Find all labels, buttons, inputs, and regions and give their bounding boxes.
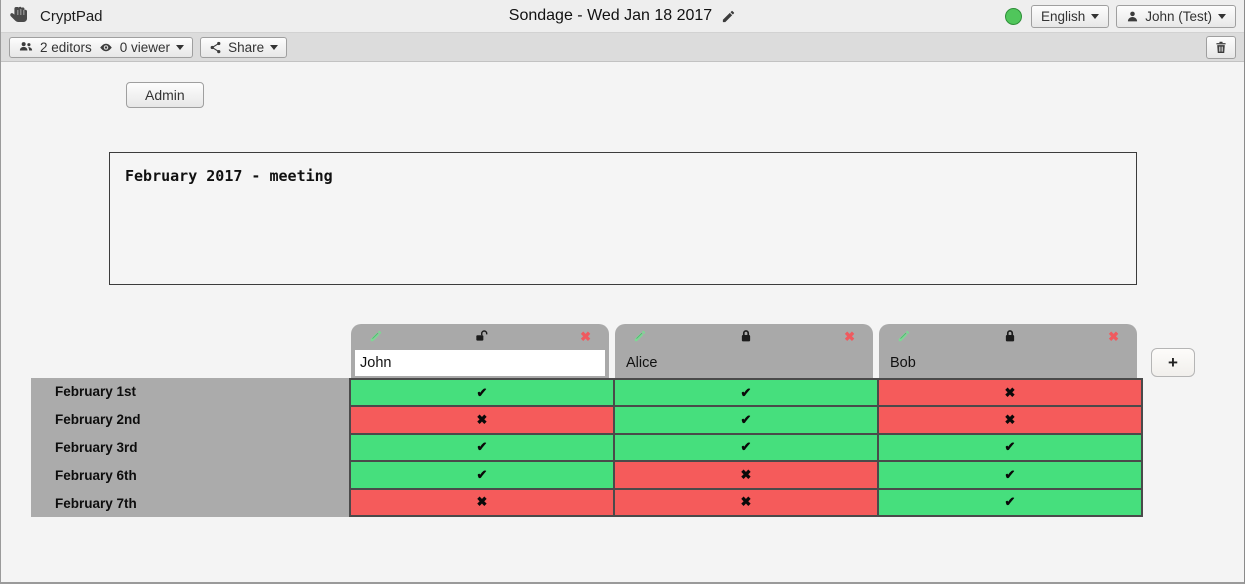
- caret-down-icon: [1091, 13, 1100, 19]
- vote-cell-yes[interactable]: ✔: [615, 407, 877, 433]
- pencil-icon-green[interactable]: [369, 329, 383, 343]
- lock-icon[interactable]: [739, 329, 753, 343]
- remove-column-icon[interactable]: ✖: [580, 328, 591, 344]
- vote-cell-no[interactable]: ✖: [351, 407, 613, 433]
- vote-cell-yes[interactable]: ✔: [879, 434, 1141, 461]
- brand: CryptPad: [9, 4, 103, 28]
- unlock-icon[interactable]: [475, 329, 489, 343]
- poll-row-label: February 6th: [55, 467, 137, 483]
- remove-column-icon[interactable]: ✖: [1108, 328, 1119, 344]
- column-name: Bob: [890, 355, 916, 371]
- user-menu-dropdown[interactable]: John (Test): [1116, 4, 1236, 28]
- column-name: Alice: [626, 355, 658, 371]
- vote-cell-yes[interactable]: ✔: [351, 380, 613, 406]
- viewers-count: 0 viewer: [119, 39, 171, 55]
- add-column-button[interactable]: +: [1151, 348, 1195, 377]
- person-icon: [1128, 11, 1138, 21]
- share-icon: [210, 41, 221, 53]
- poll-row-label: February 7th: [55, 495, 137, 511]
- share-label: Share: [228, 39, 265, 55]
- vote-cell-no[interactable]: ✖: [615, 462, 877, 488]
- users-viewers-dropdown[interactable]: 2 editors 0 viewer: [9, 36, 194, 58]
- vote-cell-yes[interactable]: ✔: [615, 434, 877, 461]
- poll-row-label: February 3rd: [55, 439, 138, 455]
- vote-cell-yes[interactable]: ✔: [351, 462, 613, 488]
- vote-cell-yes[interactable]: ✔: [879, 462, 1141, 488]
- user-label: John (Test): [1145, 8, 1212, 24]
- vote-cell-no[interactable]: ✖: [879, 380, 1141, 406]
- vote-cell-no[interactable]: ✖: [615, 489, 877, 515]
- trash-button[interactable]: [1206, 35, 1236, 59]
- remove-column-icon[interactable]: ✖: [844, 328, 855, 344]
- eye-icon: [100, 43, 112, 51]
- poll-votes-grid: ✔ ✔ ✖ ✖ ✔ ✖ ✔ ✔ ✔ ✔ ✖ ✔ ✖ ✖ ✔: [349, 378, 1143, 517]
- vote-cell-no[interactable]: ✖: [879, 407, 1141, 433]
- admin-button[interactable]: Admin: [126, 82, 204, 108]
- language-dropdown[interactable]: English: [1030, 4, 1110, 28]
- pencil-icon-green[interactable]: [897, 329, 911, 343]
- column-controls: ✖: [351, 324, 609, 348]
- pencil-icon[interactable]: [721, 9, 736, 24]
- cryptpad-fist-icon: [10, 6, 28, 22]
- app-name: CryptPad: [40, 7, 103, 25]
- document-title-wrap: Sondage - Wed Jan 18 2017: [1, 7, 1244, 25]
- toolbar: 2 editors 0 viewer Share: [1, 33, 1244, 62]
- poll-description-textarea[interactable]: February 2017 - meeting: [109, 152, 1137, 285]
- vote-cell-yes[interactable]: ✔: [879, 489, 1141, 515]
- caret-down-icon: [270, 44, 279, 50]
- document-title: Sondage - Wed Jan 18 2017: [508, 7, 713, 24]
- vote-cell-yes[interactable]: ✔: [615, 380, 877, 406]
- poll-header: ✖ ✖ Alice ✖ Bob +: [351, 324, 1244, 378]
- share-dropdown[interactable]: Share: [200, 36, 288, 58]
- column-controls: ✖: [615, 324, 873, 348]
- poll-row-labels: February 1st February 2nd February 3rd Febr…: [31, 378, 349, 517]
- caret-down-icon: [1218, 13, 1226, 19]
- column-controls: ✖: [879, 324, 1137, 348]
- users-icon: [19, 42, 33, 51]
- poll-column-tab: ✖ Alice: [615, 324, 873, 378]
- poll-column-tab: ✖ Bob: [879, 324, 1137, 378]
- vote-cell-yes[interactable]: ✔: [351, 434, 613, 461]
- caret-down-icon: [176, 44, 185, 50]
- poll-column-tab: ✖: [351, 324, 609, 378]
- vote-cell-no[interactable]: ✖: [351, 489, 613, 515]
- connection-status-dot: [1004, 7, 1022, 25]
- editors-count: 2 editors: [40, 39, 92, 55]
- poll-row-label: February 2nd: [55, 412, 141, 428]
- column-name-input[interactable]: [355, 350, 605, 376]
- pencil-icon-green[interactable]: [633, 329, 647, 343]
- poll-body: February 1st February 2nd February 3rd Febr…: [31, 378, 1244, 517]
- topbar: CryptPad Sondage - Wed Jan 18 2017 Engli…: [1, 0, 1244, 33]
- trash-icon: [1216, 41, 1226, 53]
- lock-icon[interactable]: [1003, 329, 1017, 343]
- poll-row-label: February 1st: [55, 384, 137, 400]
- language-label: English: [1040, 8, 1086, 24]
